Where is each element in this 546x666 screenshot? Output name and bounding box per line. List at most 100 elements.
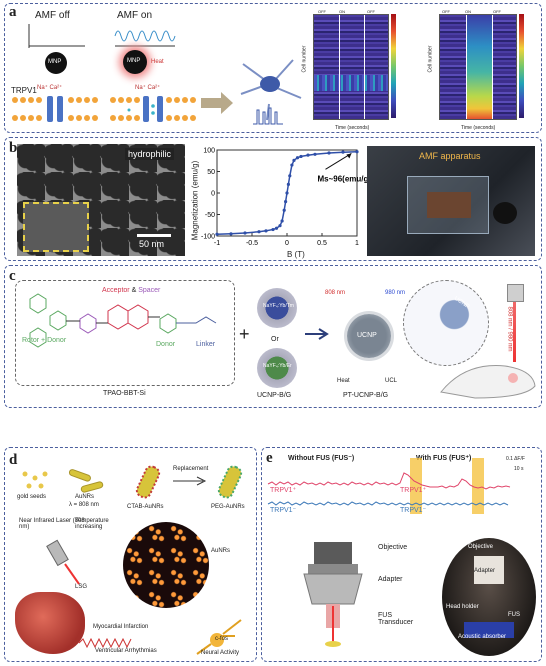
mi-label: Myocardial Infarction: [93, 624, 149, 630]
photo-adapter: Adapter: [474, 568, 496, 574]
photo-absorber: Acoustic absorber: [458, 634, 507, 640]
data-point: [257, 230, 261, 234]
hm1-xlabel: Time (seconds): [335, 125, 370, 131]
data-point: [243, 231, 247, 235]
ecg-trace: [78, 637, 132, 649]
trpv1-pos-left: TRPV1⁺: [270, 487, 297, 494]
panel-d: d gold seeds AuNRs λ = 808 nm CTAB-AuNRs…: [4, 447, 257, 662]
y-tick-label: 100: [203, 148, 215, 155]
amf-off-signal: [28, 24, 85, 48]
ions-on: Na⁺ Ca²⁺: [135, 85, 161, 91]
laser-beam: [513, 300, 516, 362]
aunrs-label: AuNRs: [75, 494, 95, 500]
trpv1-neg-left: TRPV1⁻: [270, 507, 297, 514]
photo-tag: AMF apparatus: [419, 151, 481, 161]
data-point: [271, 227, 275, 232]
trpv1-pos-mid: TRPV1⁺: [400, 487, 427, 494]
mnp-label: MNP: [48, 59, 62, 65]
x-tick-label: -0.5: [246, 240, 258, 247]
nm980-label: 980 nm: [385, 290, 406, 296]
scale-t: 10 s: [514, 466, 524, 472]
annotation-text: Ms~96(emu/g): [318, 174, 372, 183]
panel-label-a: a: [9, 4, 17, 20]
replacement-label: Replacement: [173, 466, 209, 472]
annotation-arrow: [325, 153, 352, 170]
panel-b: b hydrophilic 50 nm -1 -0.5 0 0.5 1 -100 -50 0 5…: [4, 137, 542, 261]
heat-word: Heat: [151, 59, 164, 65]
peg-label: PEG-AuNRs: [211, 504, 245, 510]
data-point: [327, 151, 331, 155]
scale-df: 0.1 ΔF/F: [506, 456, 525, 462]
temp-label: Temperature increasing: [75, 518, 109, 530]
heat-label: Heat: [337, 378, 350, 384]
apparatus-photo: [367, 146, 535, 256]
neural-label: Neural Activity: [201, 650, 240, 656]
data-point: [215, 232, 219, 236]
chart-xlabel: B (T): [287, 250, 305, 259]
ucl-label: UCL: [385, 378, 398, 384]
data-point: [295, 156, 300, 160]
trace-pos: [267, 472, 511, 490]
peg-rod: [217, 465, 243, 499]
x-tick-label: 1: [355, 240, 359, 247]
membrane-on: [110, 96, 196, 122]
tem-inset: [23, 202, 89, 252]
objective-label: Objective: [378, 544, 408, 551]
ctab-rod: [135, 465, 161, 499]
nir-label: Near Infrared Laser (808 nm): [19, 518, 85, 530]
trpv1-label: TRPV1: [11, 86, 37, 95]
replacement-arrow: [173, 476, 207, 486]
data-point: [284, 200, 288, 204]
data-point: [264, 229, 268, 233]
pt-caption: PT-UCNP-B/G: [343, 392, 389, 399]
tem-image: [17, 144, 185, 256]
fus-band-1: [410, 458, 422, 514]
or-label: Or: [271, 336, 279, 343]
hm1-grid: [313, 14, 389, 120]
scalebar-label: 50 nm: [139, 239, 165, 249]
adapter-label: Adapter: [378, 576, 403, 583]
ctab-label: CTAB-AuNRs: [127, 504, 164, 510]
tem-tag: hydrophilic: [125, 148, 175, 160]
hysteresis-chart: -1 -0.5 0 0.5 1 -100 -50 0 50 100 Ms~96(emu/g): [201, 148, 371, 248]
setup-photo: [442, 538, 536, 656]
hm1-colorbar: [391, 14, 396, 118]
fus-band-2: [472, 458, 484, 514]
with-fus-title: With FUS (FUS⁺): [416, 455, 472, 462]
acceptor-label: Acceptor & Spacer: [102, 287, 161, 294]
hm1-off2: OFF: [367, 9, 375, 14]
chart-ylabel: Magnetization (emu/g): [190, 160, 200, 241]
y-tick-label: -100: [201, 234, 215, 241]
data-point: [229, 232, 233, 236]
panel-a: a AMF off AMF on MNP MNP Heat TRPV1 Na⁺ …: [4, 3, 542, 133]
neuron-illustration: [240, 59, 302, 125]
ucnp-blue: [257, 288, 297, 328]
panel-label-d: d: [9, 452, 18, 468]
heart-illustration: [15, 592, 85, 654]
data-point: [285, 191, 289, 195]
photo-objective: Objective: [468, 544, 494, 550]
panel-c: c Acceptor & Spacer Rotor + Donor Donor …: [4, 265, 542, 408]
membrane-off: [12, 96, 98, 122]
donor-label: Donor: [156, 341, 176, 348]
aunrs2-label: AuNRs: [211, 548, 231, 554]
objective-diagram: [303, 542, 363, 647]
panel-label-c: c: [9, 268, 16, 284]
data-point: [299, 154, 303, 159]
mouse-illustration: [440, 365, 536, 399]
cfos-label: c-fos: [215, 636, 229, 642]
fus-transducer-label: FUS Transducer: [378, 612, 414, 626]
laser-device: [46, 539, 80, 585]
molecule-name: TPAO-BBT-Si: [103, 390, 146, 397]
scalebar-line: [137, 234, 171, 237]
annotation-arrowhead: [346, 153, 352, 159]
laser-label: 808 nm / 980 nm: [506, 306, 513, 352]
aunrs-micrograph: [123, 522, 209, 608]
mnp-heat-label: MNP: [127, 58, 141, 64]
trace-neg: [267, 501, 509, 506]
ions-off: Na⁺ Ca²⁺: [37, 85, 63, 91]
gold-seeds-dots: [22, 471, 48, 489]
hm2-grid: [439, 14, 517, 120]
molecule-box: Acceptor & Spacer Rotor + Donor Donor Li…: [15, 280, 235, 386]
without-fus-title: Without FUS (FUS⁻): [288, 455, 355, 462]
